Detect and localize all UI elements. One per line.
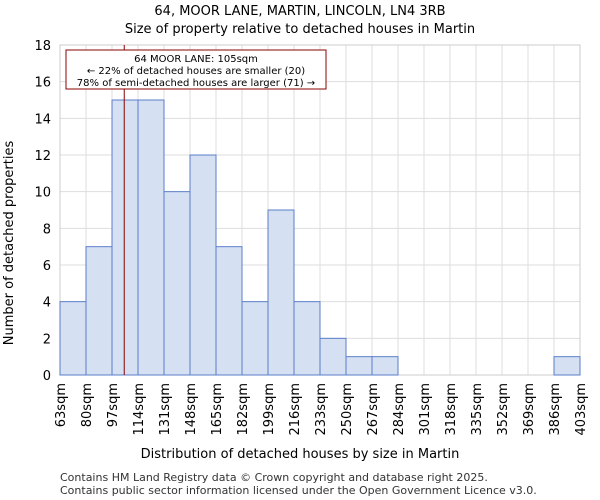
y-tick-labels: 0 2 4 6 8 10 12 14 16 18 [34, 39, 51, 384]
annotation-box [65, 49, 327, 90]
footer-line-2: Contains public sector information licen… [60, 484, 537, 497]
bar-267sqm [371, 356, 399, 376]
bar-131sqm [163, 191, 191, 376]
y-tick-10: 10 [34, 186, 51, 201]
chart-title: 64, MOOR LANE, MARTIN, LINCOLN, LN4 3RB [154, 4, 445, 19]
x-tick-284sqm: 284sqm [392, 383, 407, 436]
x-tick-386sqm: 386sqm [548, 383, 563, 436]
x-tick-63sqm: 63sqm [54, 383, 69, 427]
x-tick-labels: 63sqm 80sqm 97sqm 114sqm 131sqm 148sqm 165sqm 1… [54, 383, 589, 436]
bar-216sqm [293, 301, 321, 376]
y-tick-8: 8 [43, 222, 51, 237]
footer-line-1: Contains HM Land Registry data © Crown c… [60, 471, 488, 484]
bar-63sqm [59, 301, 87, 376]
x-tick-199sqm: 199sqm [262, 383, 277, 436]
x-tick-182sqm: 182sqm [236, 383, 251, 436]
y-tick-18: 18 [34, 39, 51, 54]
x-tick-97sqm: 97sqm [106, 383, 121, 427]
bar-182sqm [241, 301, 269, 376]
bars [59, 99, 581, 376]
bar-97sqm [111, 99, 139, 376]
annotation-line-3: 78% of semi-detached houses are larger (… [77, 78, 315, 89]
bar-250sqm [345, 356, 373, 376]
y-tick-16: 16 [34, 76, 51, 91]
chart-subtitle: Size of property relative to detached ho… [125, 22, 475, 37]
x-tick-114sqm: 114sqm [132, 383, 147, 436]
x-tick-80sqm: 80sqm [80, 383, 95, 427]
y-tick-2: 2 [43, 332, 51, 347]
x-tick-165sqm: 165sqm [210, 383, 225, 436]
x-tick-216sqm: 216sqm [288, 383, 303, 436]
bar-233sqm [319, 337, 347, 376]
annotation-line-1: 64 MOOR LANE: 105sqm [134, 54, 258, 65]
y-tick-0: 0 [43, 369, 51, 384]
x-tick-403sqm: 403sqm [574, 383, 589, 436]
x-tick-148sqm: 148sqm [184, 383, 199, 436]
x-tick-301sqm: 301sqm [418, 383, 433, 436]
x-tick-335sqm: 335sqm [470, 383, 485, 436]
y-axis-label: Number of detached properties [2, 141, 17, 346]
y-tick-6: 6 [43, 259, 51, 274]
x-tick-267sqm: 267sqm [366, 383, 381, 436]
y-tick-14: 14 [34, 112, 51, 127]
y-tick-4: 4 [43, 296, 51, 311]
x-tick-352sqm: 352sqm [496, 383, 511, 436]
x-tick-250sqm: 250sqm [340, 383, 355, 436]
x-tick-131sqm: 131sqm [158, 383, 173, 436]
bar-199sqm [267, 209, 295, 376]
annotation-line-2: ← 22% of detached houses are smaller (20… [87, 66, 305, 77]
x-tick-318sqm: 318sqm [444, 383, 459, 436]
y-tick-12: 12 [34, 149, 51, 164]
bar-148sqm [189, 154, 217, 376]
bar-80sqm [85, 246, 113, 376]
x-tick-233sqm: 233sqm [314, 383, 329, 436]
x-axis-label: Distribution of detached houses by size … [141, 447, 460, 462]
bar-386sqm [553, 356, 581, 376]
x-tick-369sqm: 369sqm [522, 383, 537, 436]
bar-114sqm [137, 99, 165, 376]
bar-165sqm [215, 246, 243, 376]
